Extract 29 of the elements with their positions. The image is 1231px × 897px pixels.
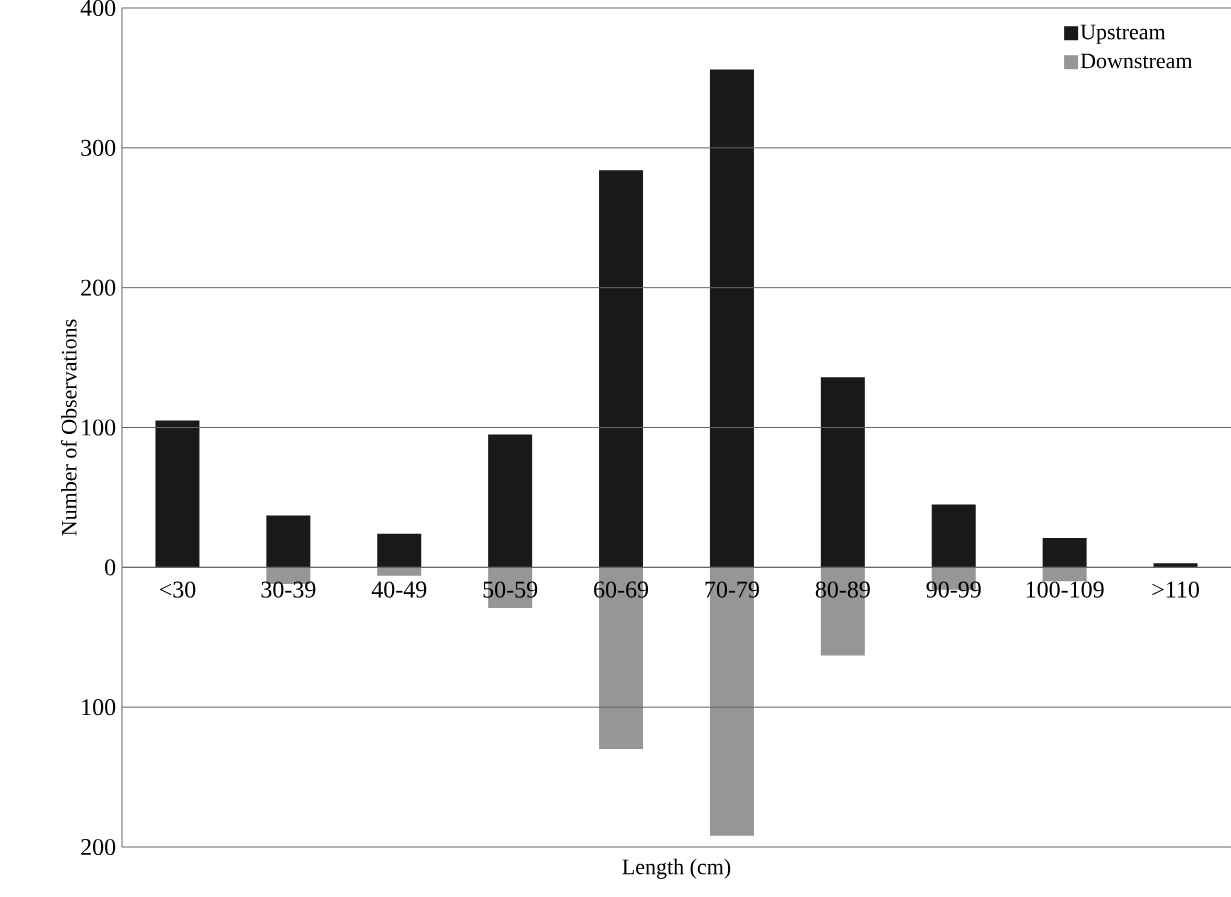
bar <box>377 567 422 576</box>
y-tick-label: 100 <box>82 699 116 716</box>
y-tick-label: 300 <box>81 139 116 156</box>
x-tick-label: 40-49 <box>371 581 427 598</box>
bar <box>1042 537 1087 568</box>
y-axis-title: Number of Observations <box>60 319 77 536</box>
bar <box>1153 563 1198 568</box>
bar <box>155 420 200 568</box>
bar <box>377 533 422 568</box>
x-axis-title: Length (cm) <box>622 858 731 879</box>
y-tick-label: 200 <box>81 838 116 856</box>
bar <box>488 434 533 568</box>
x-tick-label: >110 <box>1152 581 1199 598</box>
x-tick-label: 100-109 <box>1026 581 1104 598</box>
legend-label: Upstream <box>1080 24 1166 44</box>
legend-label: Downstream <box>1080 53 1193 69</box>
y-tick-label: 100 <box>82 419 116 436</box>
y-tick-label: 200 <box>81 279 116 296</box>
bar <box>709 69 754 568</box>
y-tick-label: 400 <box>80 0 116 17</box>
bar <box>820 377 865 568</box>
y-tick-label: 0 <box>105 559 116 576</box>
x-tick-label: <30 <box>159 581 196 598</box>
x-tick-label: 30-39 <box>261 581 316 598</box>
bar <box>1042 567 1087 582</box>
x-tick-label: 90-99 <box>926 581 981 598</box>
bar <box>599 170 644 568</box>
bar <box>266 515 311 568</box>
bar <box>931 504 976 568</box>
